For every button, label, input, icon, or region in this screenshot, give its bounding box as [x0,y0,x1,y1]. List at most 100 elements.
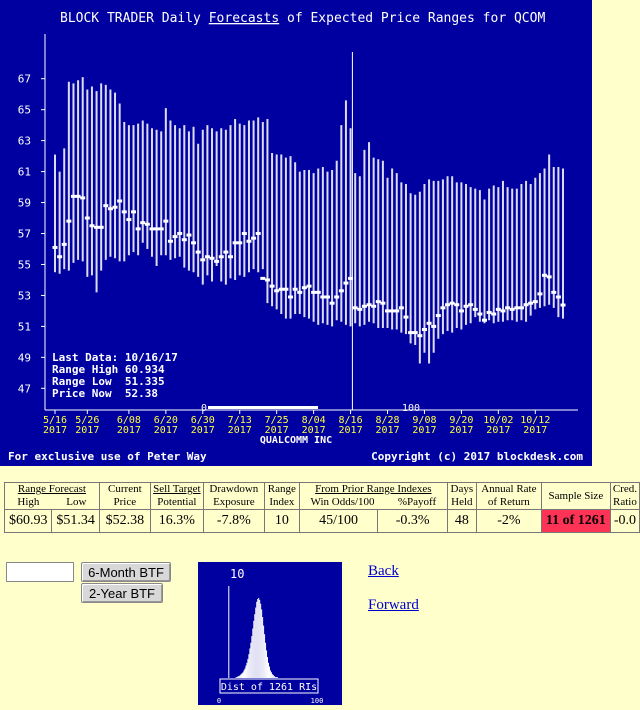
header-high: High [17,496,40,508]
scroll-bar [208,406,318,409]
distribution-bar [276,677,278,678]
distribution-bar [241,673,243,678]
x-tick-year: 2017 [302,425,326,436]
distribution-bar [249,648,251,678]
back-link[interactable]: Back [368,563,399,579]
symbol-input[interactable] [6,562,74,582]
header-sell-target: Sell Target Potential [149,482,204,510]
x-tick-label: 7/25 [265,415,289,426]
distribution-current-label: 10 [230,567,244,581]
price-marker [140,221,146,225]
six-month-btf-button[interactable]: 6-Month BTF [81,562,171,582]
header-sell-target-line1: Sell Target [153,483,201,495]
scroll-label-right: 100 [402,403,420,414]
distribution-bar [243,670,245,678]
price-marker [458,309,464,313]
distribution-bar [255,607,257,678]
header-range-forecast-sub: High Low [7,496,97,509]
price-marker [131,210,137,214]
header-range-forecast: Range Forecast High Low [4,482,100,510]
value-drawdown: -7.8% [202,509,265,533]
y-tick-label: 59 [18,197,31,210]
header-drawdown: Drawdown Exposure [202,482,265,510]
price-marker [435,314,441,318]
distribution-bar [269,670,271,678]
distribution-caption: Dist of 1261 RIs [221,682,317,693]
price-marker [94,225,100,229]
price-marker [431,324,437,328]
price-marker [398,306,404,310]
distribution-bar [246,662,248,678]
distribution-bar [247,658,249,678]
price-marker [255,232,261,236]
distribution-bar [238,676,240,678]
price-marker [218,255,224,259]
price-marker [532,300,538,304]
distribution-bar [251,636,253,678]
price-marker [477,312,483,316]
header-payoff: %Payoff [397,496,437,508]
distribution-bar [254,614,256,678]
price-marker [246,239,252,243]
value-low: $51.34 [51,509,100,533]
header-annual-rate-line1: Annual Rate [481,483,537,495]
chart-title-part-3: of Expected Price Ranges for QCOM [279,11,545,26]
price-marker [186,233,192,237]
price-marker [278,287,284,291]
price-marker [177,232,183,236]
price-marker [375,300,381,304]
info-last-data: Last Data: 10/16/17 [52,351,178,364]
header-annual-rate-line2: of Return [487,496,530,508]
price-marker [315,290,321,294]
value-sample-size: 11 of 1261 [540,509,611,533]
distribution-bar [268,662,269,678]
distribution-bar [259,599,261,678]
distribution-bar [245,665,247,678]
x-tick-year: 2017 [191,425,215,436]
price-marker [251,236,257,240]
x-tick-year: 2017 [228,425,252,436]
header-from-prior-label: From Prior Range Indexes [315,483,432,495]
value-sell-target: 16.3% [149,509,204,533]
price-marker [149,227,155,231]
price-marker [241,232,247,236]
forecast-stats-table: Range Forecast High Low Current Price Sel… [3,482,640,533]
price-marker [343,281,349,285]
distribution-bar [242,672,244,678]
price-range-chart: BLOCK TRADER Daily Forecasts of Expected… [0,0,592,466]
value-cred-ratio: -0.0 [609,509,640,533]
x-tick-label: 6/08 [117,415,141,426]
price-marker [385,309,391,313]
x-tick-label: 6/30 [191,415,215,426]
distribution-bars-layer [228,586,278,678]
x-tick-year: 2017 [375,425,399,436]
forward-link[interactable]: Forward [368,597,419,613]
price-marker [555,295,561,299]
x-tick-label: 7/13 [228,415,252,426]
header-win-odds: Win Odds/100 [310,496,375,508]
distribution-bar [253,620,255,678]
footer-left: For exclusive use of Peter Way [8,450,207,463]
x-tick-label: 9/08 [412,415,436,426]
price-marker [334,295,340,299]
price-marker [463,304,469,308]
header-cred-ratio-line2: Ratio [613,496,637,508]
header-current-price-line1: Current [108,483,142,495]
distribution-bar [262,617,264,678]
price-marker [472,307,478,311]
price-marker [200,258,206,262]
header-from-prior: From Prior Range Indexes Win Odds/100 %Pa… [298,482,448,510]
x-tick-year: 2017 [449,425,473,436]
two-year-btf-button[interactable]: 2-Year BTF [81,583,163,603]
range-index-distribution-chart: 10 Dist of 1261 RIs 0 100 [198,562,342,705]
price-marker [61,242,67,246]
value-days-held: 48 [446,509,477,533]
price-marker [394,309,400,313]
price-marker [66,219,72,223]
price-marker [408,331,414,335]
x-tick-year: 2017 [523,425,547,436]
x-tick-year: 2017 [43,425,67,436]
header-cred-ratio: Cred. Ratio [609,482,640,510]
value-win-odds: 45/100 [298,509,379,533]
distribution-bar [268,666,270,678]
